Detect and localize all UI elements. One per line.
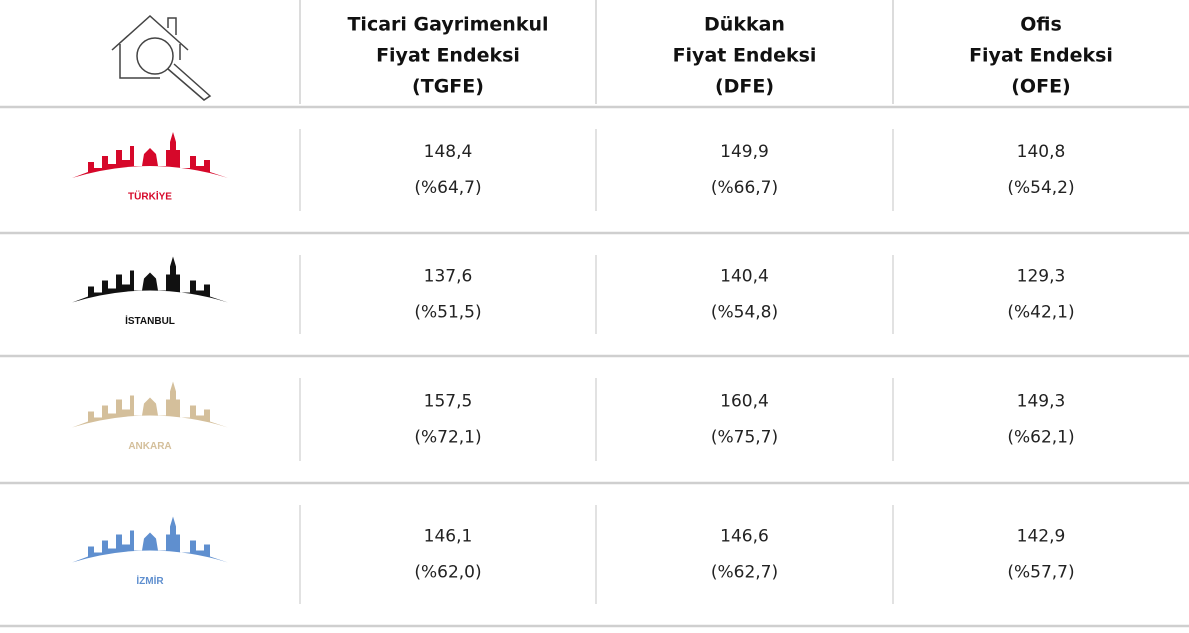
header-label: Fiyat Endeksi	[969, 45, 1113, 67]
index-value: 140,4	[720, 267, 769, 287]
city-label: İSTANBUL	[125, 314, 175, 327]
index-value: 148,4	[424, 142, 473, 162]
index-value: 146,1	[424, 527, 473, 547]
index-value: 146,6	[720, 527, 769, 547]
header-label: (DFE)	[715, 76, 774, 98]
change-value: (%42,1)	[1007, 303, 1074, 323]
index-value: 160,4	[720, 392, 769, 412]
city-skyline	[72, 257, 228, 303]
header-label: Ticari Gayrimenkul	[347, 14, 548, 36]
change-value: (%75,7)	[711, 428, 778, 448]
change-value: (%51,5)	[414, 303, 481, 323]
city-label: İZMİR	[136, 574, 164, 587]
header-label: (OFE)	[1011, 76, 1070, 98]
header-label: Fiyat Endeksi	[673, 45, 817, 67]
city-skyline	[72, 132, 228, 178]
index-value: 157,5	[424, 392, 473, 412]
change-value: (%72,1)	[414, 428, 481, 448]
change-value: (%54,2)	[1007, 178, 1074, 198]
index-value: 142,9	[1017, 527, 1066, 547]
index-value: 129,3	[1017, 267, 1066, 287]
city-skyline	[72, 517, 228, 563]
change-value: (%54,8)	[711, 303, 778, 323]
index-value: 140,8	[1017, 142, 1066, 162]
change-value: (%57,7)	[1007, 563, 1074, 583]
header-label: Dükkan	[704, 14, 785, 36]
change-value: (%62,1)	[1007, 428, 1074, 448]
header-label: Fiyat Endeksi	[376, 45, 520, 67]
change-value: (%62,7)	[711, 563, 778, 583]
change-value: (%64,7)	[414, 178, 481, 198]
header-label: (TGFE)	[412, 76, 484, 98]
header-label: Ofis	[1020, 14, 1062, 36]
city-label: TÜRKİYE	[128, 190, 172, 203]
change-value: (%62,0)	[414, 563, 481, 583]
city-skyline	[72, 382, 228, 428]
city-label: ANKARA	[128, 441, 171, 452]
index-value: 149,3	[1017, 392, 1066, 412]
change-value: (%66,7)	[711, 178, 778, 198]
index-value: 149,9	[720, 142, 769, 162]
index-value: 137,6	[424, 267, 473, 287]
header-icon	[112, 16, 210, 100]
page: Ticari Gayrimenkul Fiyat Endeksi (TGFE) Dük…	[0, 0, 1189, 629]
